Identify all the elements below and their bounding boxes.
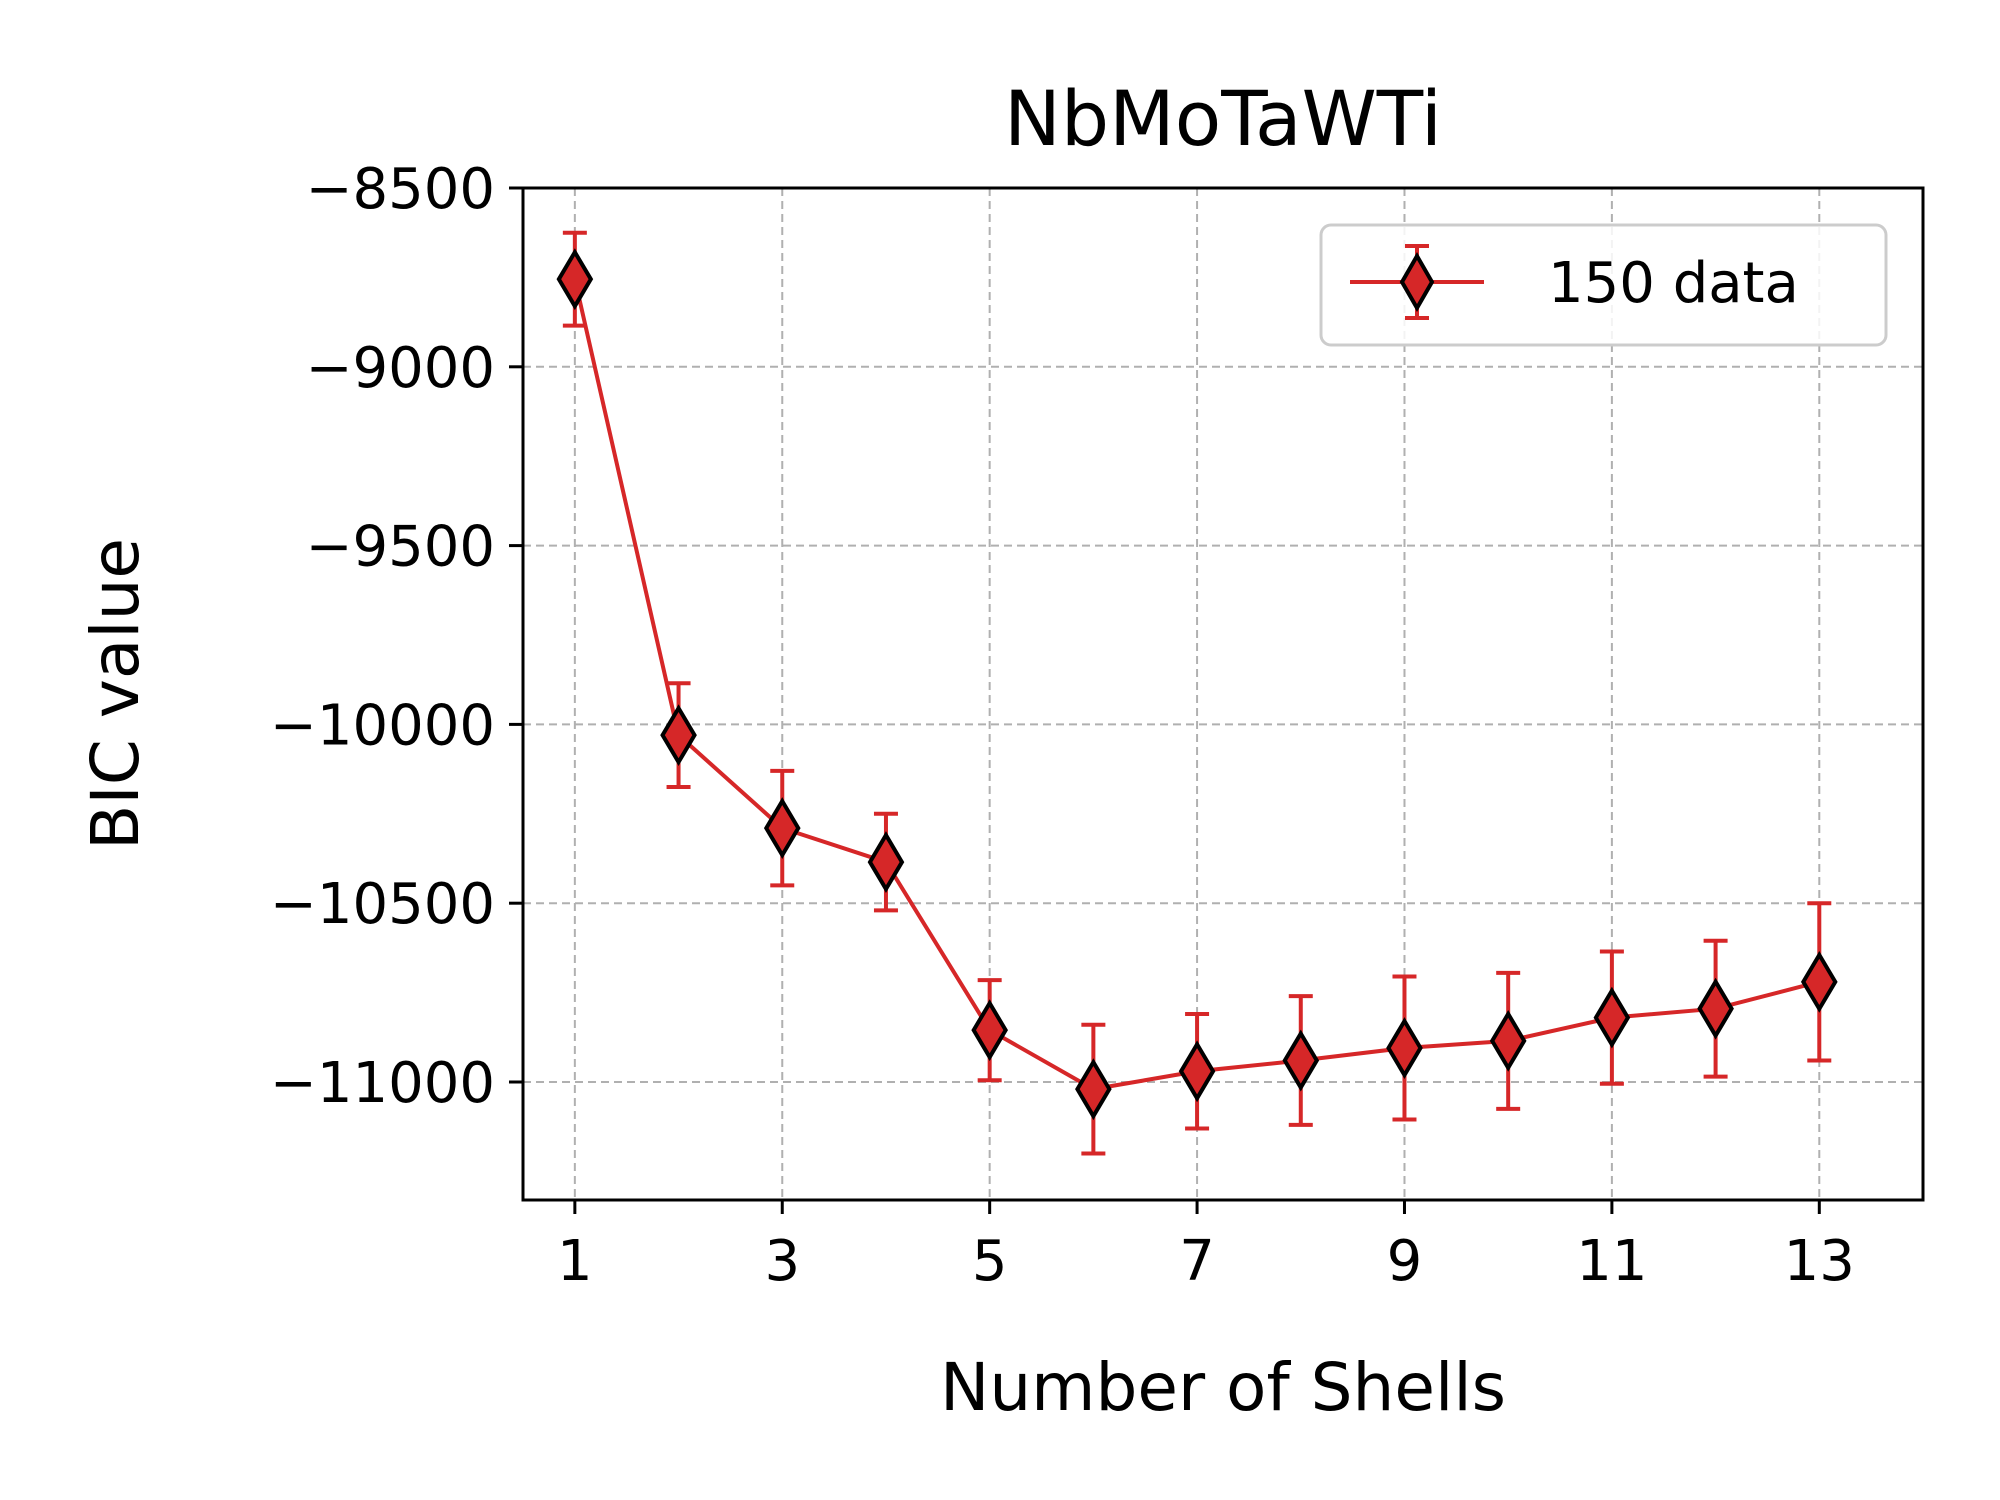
y-tick-label: −11000 — [270, 1051, 495, 1116]
legend: 150 data — [1319, 223, 1888, 347]
y-tick-label: −8500 — [306, 157, 495, 222]
data-point — [1489, 1009, 1527, 1072]
y-tick-label: −9000 — [306, 336, 495, 401]
data-point — [1282, 1029, 1320, 1092]
data-point — [971, 999, 1008, 1062]
data-point — [867, 831, 905, 893]
x-tick-label: 11 — [1576, 1229, 1647, 1294]
x-tick-label: 5 — [972, 1229, 1008, 1294]
x-tick-label: 9 — [1387, 1229, 1423, 1294]
legend-label: 150 data — [1548, 251, 1799, 316]
plot-frame — [521, 186, 1925, 1202]
data-point — [763, 797, 801, 860]
data-point — [556, 248, 594, 311]
y-tick-label: −10500 — [270, 872, 495, 937]
chart-title: NbMoTaWTi — [1004, 74, 1442, 163]
legend-marker — [1399, 251, 1435, 313]
x-axis-label: Number of Shells — [940, 1349, 1506, 1426]
data-point — [1386, 1017, 1423, 1079]
x-tick-label: 1 — [557, 1229, 593, 1294]
data-point — [1800, 950, 1838, 1013]
data-point — [1697, 977, 1734, 1040]
y-axis-label: BIC value — [77, 538, 154, 850]
series-150-data — [556, 230, 1838, 1156]
data-point — [1593, 986, 1631, 1049]
x-tick-label: 13 — [1784, 1229, 1855, 1294]
y-tick-label: −9500 — [306, 515, 495, 580]
x-tick-label: 7 — [1179, 1229, 1215, 1294]
data-point — [1075, 1058, 1112, 1121]
y-tick-label: −10000 — [270, 693, 495, 758]
axis-ticks: 1 3 5 7 9 11 13−8500−9000−9500−10000−10500−110… — [270, 157, 1855, 1294]
data-point — [660, 704, 697, 767]
x-tick-label: 3 — [764, 1229, 800, 1294]
data-point — [1178, 1040, 1216, 1103]
legend-box — [1319, 223, 1888, 347]
